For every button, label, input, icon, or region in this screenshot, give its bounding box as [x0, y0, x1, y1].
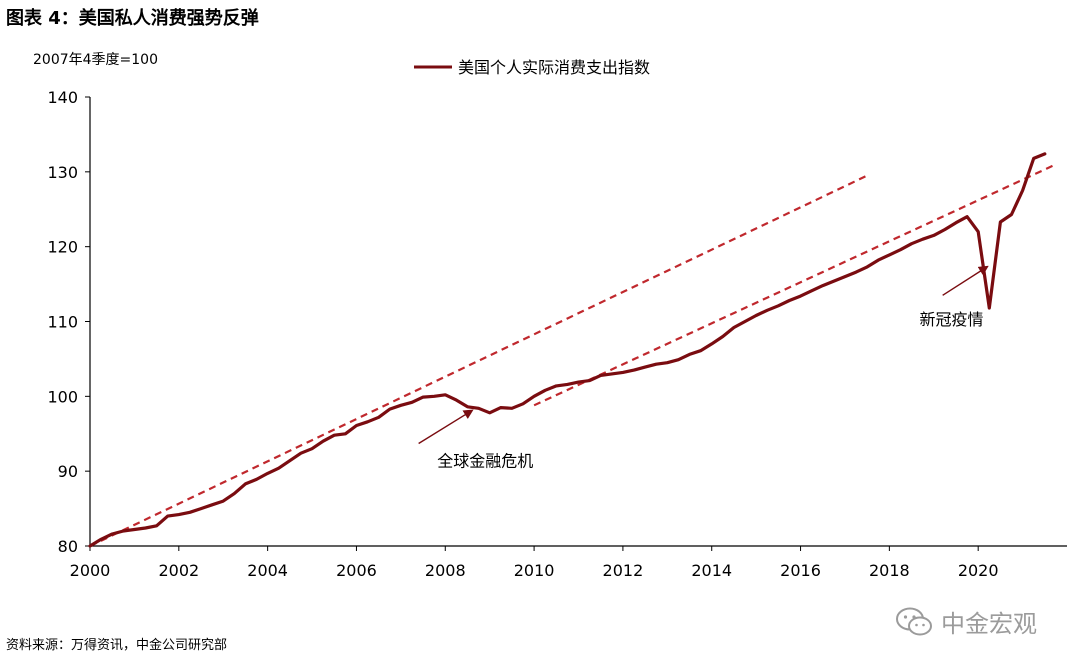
annotation-label: 全球金融危机 — [437, 452, 533, 471]
x-tick-label: 2008 — [425, 561, 466, 580]
x-tick-label: 2000 — [70, 561, 111, 580]
x-tick-label: 2020 — [958, 561, 999, 580]
annotation-label: 新冠疫情 — [920, 310, 984, 329]
y-axis-unit-label: 2007年4季度=100 — [33, 52, 158, 68]
series-line — [88, 152, 1047, 548]
x-tick-label: 2018 — [869, 561, 910, 580]
series — [88, 152, 1047, 548]
trend-line — [533, 163, 1057, 407]
annotation-arrow — [418, 409, 474, 445]
annotation-arrow — [942, 265, 989, 296]
legend-label: 美国个人实际消费支出指数 — [458, 58, 650, 77]
x-tick-label: 2014 — [691, 561, 732, 580]
y-tick-label: 90 — [58, 462, 78, 481]
wechat-icon — [896, 607, 932, 635]
x-tick-label: 2002 — [158, 561, 199, 580]
x-tick-label: 2012 — [603, 561, 644, 580]
legend: 美国个人实际消费支出指数 — [414, 58, 650, 77]
trend-line — [89, 174, 868, 547]
x-tick-label: 2006 — [336, 561, 377, 580]
y-tick-label: 120 — [47, 238, 78, 257]
source-note: 资料来源：万得资讯，中金公司研究部 — [6, 638, 228, 653]
y-tick-label: 100 — [47, 387, 78, 406]
y-tick-label: 80 — [58, 537, 78, 556]
x-tick-label: 2010 — [514, 561, 555, 580]
watermark-text: 中金宏观 — [941, 610, 1037, 638]
y-tick-label: 110 — [47, 313, 78, 332]
y-tick-label: 130 — [47, 163, 78, 182]
y-tick-label: 140 — [47, 88, 78, 107]
watermark: 中金宏观 — [895, 604, 1037, 639]
trend-lines — [89, 163, 1057, 547]
x-tick-label: 2004 — [247, 561, 288, 580]
figure-title: 图表 4：美国私人消费强势反弹 — [6, 8, 259, 29]
ticks: 80 90 100 110 120 130 140 2000 2002 2004 2006 2008 2… — [47, 88, 998, 580]
x-tick-label: 2016 — [780, 561, 821, 580]
annotations: 全球金融危机 新冠疫情 — [418, 265, 989, 471]
